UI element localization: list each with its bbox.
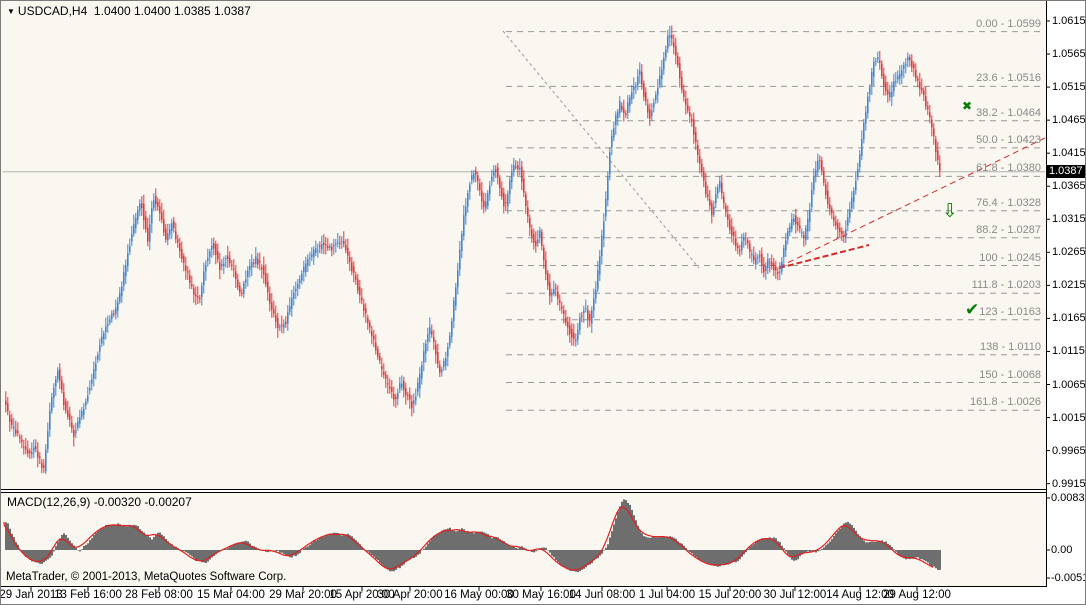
- time-axis[interactable]: [1, 587, 1085, 604]
- check-marker: ✔: [965, 300, 980, 319]
- time-tick-label: 1 Jul 04:00: [638, 589, 696, 601]
- symbol-dropdown-icon[interactable]: ▼: [7, 7, 15, 16]
- chart-title: ▼ USDCAD,H4 1.0400 1.0400 1.0385 1.0387: [7, 4, 251, 18]
- fib-level-label: 50.0 - 1.0423: [976, 133, 1041, 146]
- time-tick-label: 14 Jun 08:00: [568, 589, 636, 601]
- price-tick-label: 1.0165: [1052, 312, 1086, 325]
- fib-level-label: 150 - 1.0068: [979, 368, 1041, 381]
- chart-title-text: USDCAD,H4 1.0400 1.0400 1.0385 1.0387: [17, 4, 251, 18]
- panel-splitter[interactable]: [1, 489, 1046, 493]
- time-tick-label: 29 Aug 12:00: [883, 589, 951, 601]
- sell-cross-marker: ✖: [962, 99, 973, 113]
- time-tick-label: 30 Jul 12:00: [763, 589, 827, 601]
- copyright-text: MetaTrader, © 2001-2013, MetaQuotes Soft…: [6, 571, 287, 583]
- fib-level-label: 88.2 - 1.0287: [976, 223, 1041, 236]
- time-tick-label: 16 May 00:00: [444, 589, 514, 601]
- macd-tick-label: -0.00516: [1051, 572, 1085, 584]
- price-axis[interactable]: [1047, 1, 1085, 587]
- time-tick-label: 15 Apr 20:00: [329, 589, 395, 601]
- time-tick-label: 30 May 16:00: [506, 589, 576, 601]
- time-tick-label: 13 Feb 16:00: [54, 589, 122, 601]
- fib-level-label: 138 - 1.0110: [980, 340, 1041, 353]
- price-tick-label: 1.0215: [1052, 279, 1086, 292]
- macd-label: MACD(12,26,9) -0.00320 -0.00207: [7, 495, 192, 509]
- price-tick-label: 1.0515: [1052, 81, 1086, 94]
- time-tick-label: 15 Mar 04:00: [197, 589, 265, 601]
- price-tick-label: 0.9965: [1052, 444, 1086, 457]
- time-tick-label: 28 Feb 08:00: [125, 589, 193, 601]
- price-tick-label: 1.0115: [1052, 345, 1085, 358]
- macd-tick-label: 0.00833: [1051, 492, 1085, 504]
- fib-level-label: 0.00 - 1.0599: [976, 17, 1041, 30]
- price-tick-label: 1.0465: [1052, 114, 1086, 127]
- price-tick-label: 1.0265: [1052, 246, 1086, 259]
- down-arrow-marker: ⇩: [942, 201, 958, 222]
- fib-level-label: 76.4 - 1.0328: [976, 196, 1041, 209]
- main-chart-area[interactable]: [1, 1, 1046, 489]
- fib-level-label: 38.2 - 1.0464: [976, 106, 1041, 119]
- price-tick-label: 0.9915: [1052, 477, 1086, 490]
- price-tick-label: 1.0615: [1052, 15, 1086, 27]
- time-tick-label: 14 Aug 12:00: [826, 589, 894, 601]
- fib-level-label: 111.8 - 1.0203: [971, 279, 1041, 292]
- macd-tick-label: 0.00: [1051, 544, 1073, 556]
- fib-level-label: 123 - 1.0163: [979, 305, 1041, 318]
- fib-level-label: 23.6 - 1.0516: [976, 72, 1041, 85]
- time-tick-label: 30 Apr 20:00: [377, 589, 443, 601]
- price-tick-label: 1.0315: [1052, 213, 1086, 226]
- time-tick-label: 29 Jan 2013: [0, 589, 63, 601]
- price-tick-label: 1.0365: [1052, 180, 1086, 193]
- time-tick-label: 15 Jul 20:00: [698, 589, 762, 601]
- fib-level-label: 61.8 - 1.0380: [976, 162, 1041, 175]
- current-price-tag: 1.0387: [1046, 165, 1085, 178]
- price-tick-label: 1.0565: [1052, 48, 1086, 61]
- fib-level-label: 100 - 1.0245: [979, 251, 1041, 264]
- time-tick-label: 29 Mar 20:00: [269, 589, 337, 601]
- price-tick-label: 1.0065: [1052, 378, 1086, 391]
- price-tick-label: 1.0415: [1052, 147, 1086, 160]
- fib-level-label: 161.8 - 1.0026: [970, 396, 1041, 409]
- price-tick-label: 1.0015: [1052, 411, 1086, 424]
